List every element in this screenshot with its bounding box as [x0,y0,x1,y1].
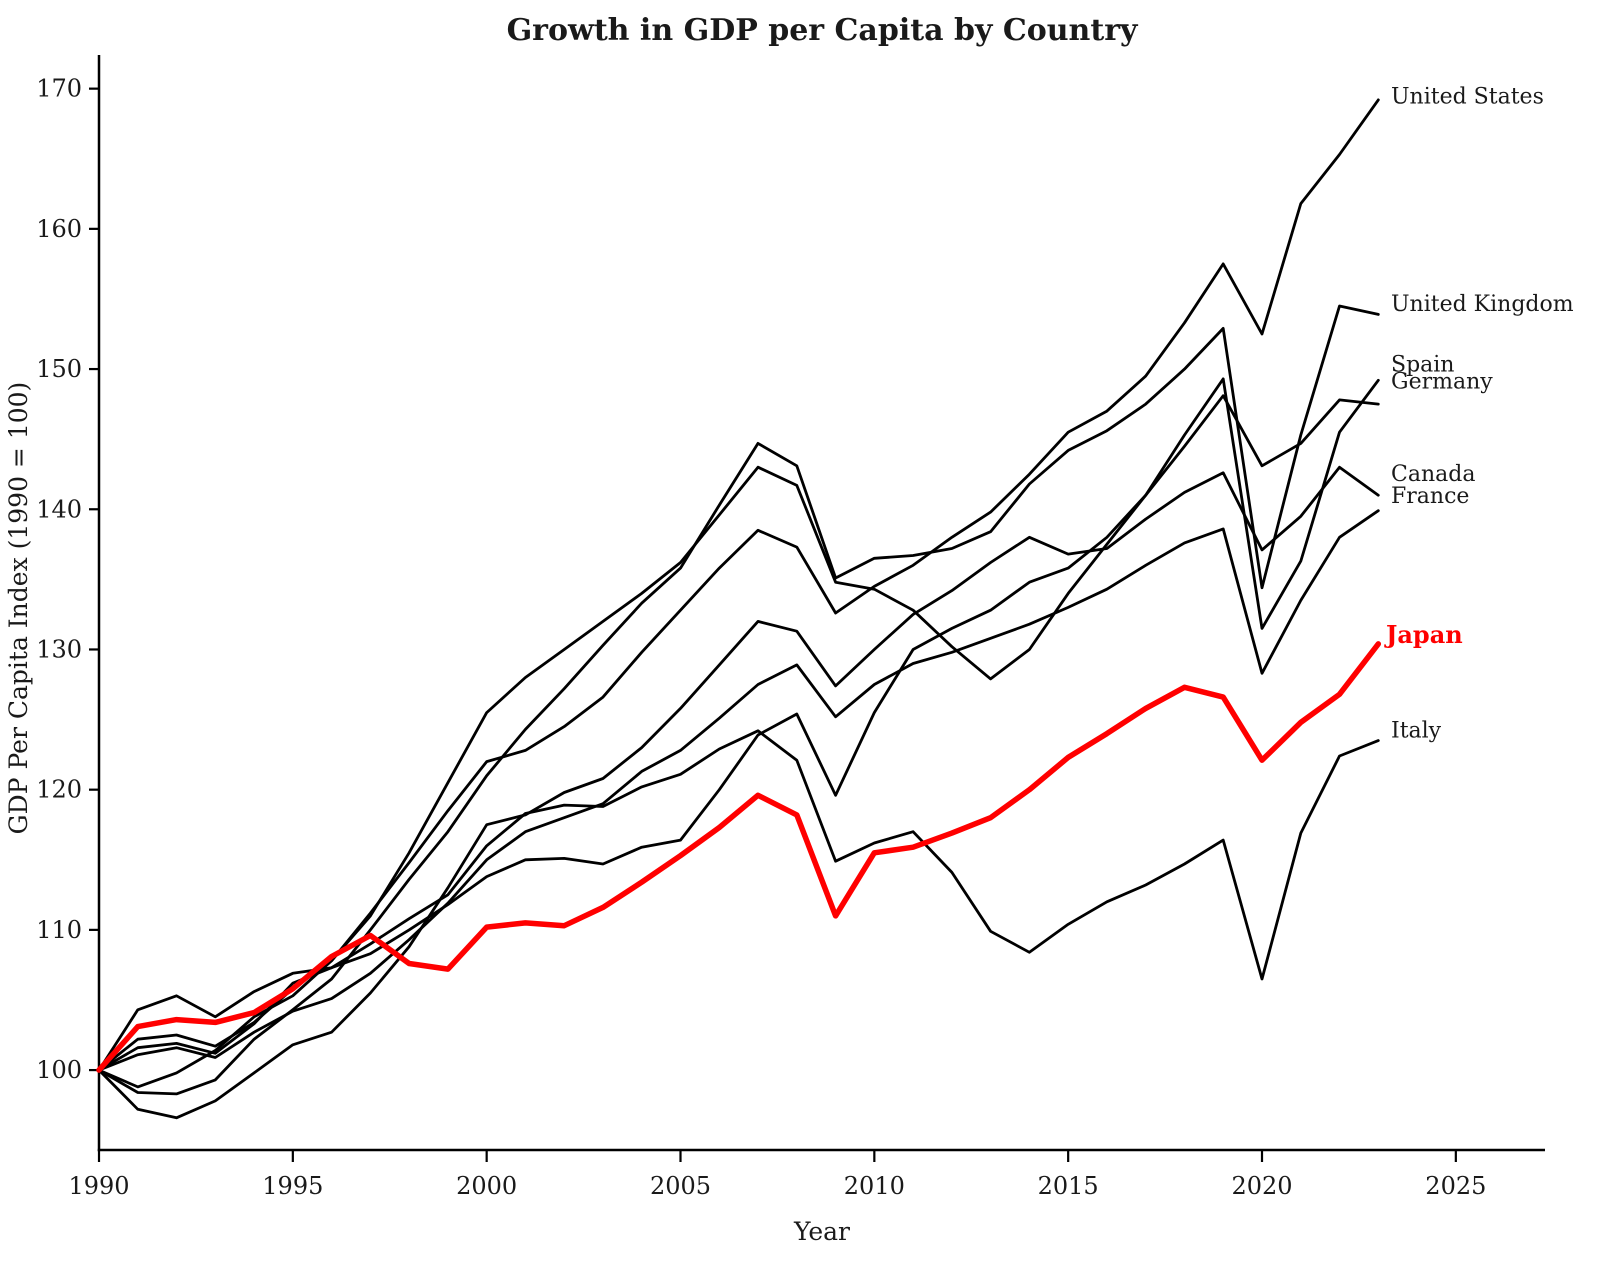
y-tick-label: 140 [36,495,82,523]
series-line-canada [97,465,1380,1120]
series-label-united-states: United States [1391,85,1544,110]
y-tick-label: 150 [36,355,82,383]
series-label-italy: Italy [1391,718,1442,743]
x-tick-label: 2000 [456,1172,517,1200]
y-tick-label: 160 [36,215,82,243]
y-tick-label: 120 [36,776,82,804]
y-tick-label: 100 [36,1056,82,1084]
series-label-germany: Germany [1391,369,1493,394]
x-tick-label: 2005 [650,1172,711,1200]
series-label-spain: Spain [1391,352,1454,377]
y-axis-label: GDP Per Capita Index (1990 = 100) [4,382,33,835]
x-axis-label: Year [793,1217,850,1246]
series-label-canada: Canada [1391,462,1475,487]
y-tick-label: 170 [36,75,82,103]
x-tick-label: 2020 [1231,1172,1292,1200]
series-line-japan [96,641,1382,1073]
series-line-france [97,509,1380,1072]
series-line-united-states [97,98,1380,1089]
axes: 1990 1995 2000 2005 2010 2015 2020 2025 100 110 12… [36,55,1545,1200]
chart-title: Growth in GDP per Capita by Country [507,13,1139,48]
y-tick-label: 110 [36,916,82,944]
x-tick-label: 1990 [68,1172,129,1200]
series-line-united-kingdom [97,304,1380,1096]
y-tick-label: 130 [36,635,82,663]
x-tick-label: 2015 [1038,1172,1099,1200]
series-label-united-kingdom: United Kingdom [1391,292,1574,317]
series-label-japan: Japan [1384,620,1463,649]
x-tick-label: 2025 [1425,1172,1486,1200]
x-tick-label: 1995 [262,1172,323,1200]
series-label-france: France [1391,484,1469,509]
x-tick-label: 2010 [844,1172,905,1200]
series-lines [96,98,1382,1120]
